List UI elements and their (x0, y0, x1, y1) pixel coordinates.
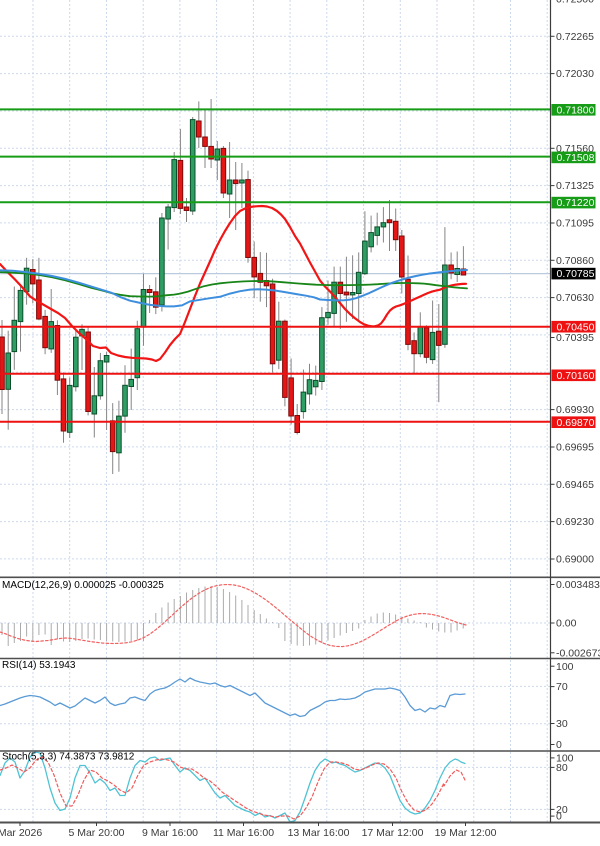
svg-text:13 Mar 16:00: 13 Mar 16:00 (288, 827, 350, 839)
svg-text:0.00: 0.00 (556, 618, 577, 630)
svg-text:0.69695: 0.69695 (556, 442, 594, 454)
svg-text:-0.002673: -0.002673 (556, 647, 600, 659)
svg-text:100: 100 (556, 753, 574, 765)
svg-text:0.71220: 0.71220 (557, 197, 595, 209)
svg-text:0.70395: 0.70395 (556, 332, 594, 344)
svg-text:0.69230: 0.69230 (556, 516, 594, 528)
svg-text:100: 100 (556, 661, 574, 673)
svg-text:0.69465: 0.69465 (556, 479, 594, 491)
svg-text:0.71508: 0.71508 (557, 152, 595, 164)
svg-text:80: 80 (556, 762, 568, 774)
svg-text:11 Mar 16:00: 11 Mar 16:00 (213, 827, 274, 839)
svg-text:0.69000: 0.69000 (556, 554, 594, 566)
svg-text:0.70785: 0.70785 (557, 268, 595, 280)
svg-text:0: 0 (556, 811, 562, 823)
svg-text:20: 20 (556, 804, 568, 816)
svg-text:0.72265: 0.72265 (556, 31, 594, 43)
svg-text:70: 70 (556, 681, 568, 693)
svg-text:0.72030: 0.72030 (556, 68, 594, 80)
svg-text:MACD(12,26,9) 0.000025 -0.0003: MACD(12,26,9) 0.000025 -0.000325 (2, 580, 164, 591)
svg-text:0.70860: 0.70860 (556, 255, 594, 267)
svg-text:30: 30 (556, 718, 568, 730)
svg-text:0.71325: 0.71325 (556, 180, 594, 192)
svg-text:Stoch(5,3,3) 74.3873 73.9812: Stoch(5,3,3) 74.3873 73.9812 (2, 752, 135, 763)
svg-text:0: 0 (556, 739, 562, 751)
svg-text:9 Mar 16:00: 9 Mar 16:00 (142, 827, 198, 839)
svg-text:5 Mar 20:00: 5 Mar 20:00 (68, 827, 124, 839)
svg-text:0.003483: 0.003483 (556, 579, 600, 591)
svg-text:0.70160: 0.70160 (557, 370, 595, 382)
svg-text:0.70450: 0.70450 (557, 321, 595, 333)
svg-text:0.69930: 0.69930 (556, 404, 594, 416)
svg-text:0.71095: 0.71095 (556, 218, 594, 230)
svg-text:0.70630: 0.70630 (556, 292, 594, 304)
svg-text:RSI(14) 53.1943: RSI(14) 53.1943 (2, 660, 76, 671)
svg-text:17 Mar 12:00: 17 Mar 12:00 (362, 827, 424, 839)
svg-text:19 Mar 12:00: 19 Mar 12:00 (435, 827, 497, 839)
svg-text:Mar 2026: Mar 2026 (0, 827, 42, 839)
svg-text:0.71800: 0.71800 (557, 104, 595, 116)
svg-text:0.72500: 0.72500 (556, 0, 594, 6)
svg-text:0.69870: 0.69870 (557, 417, 595, 429)
